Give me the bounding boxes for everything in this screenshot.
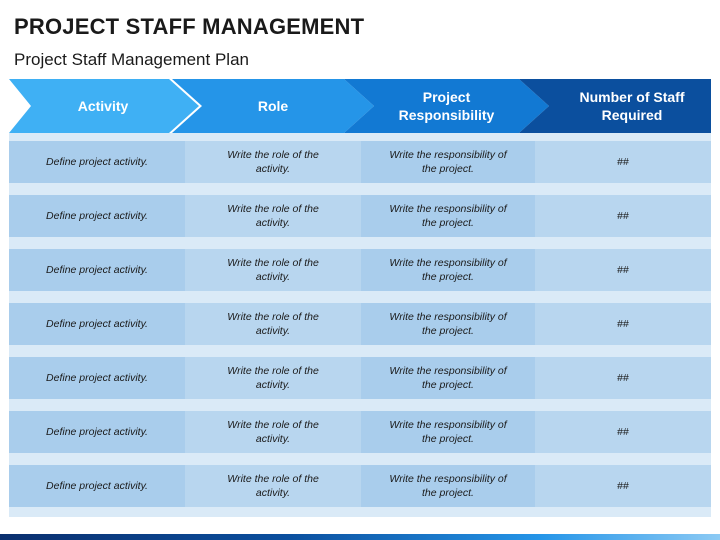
role-cell: Write the role of the activity.: [185, 411, 361, 453]
staff-count-cell: ##: [535, 249, 711, 291]
role-text: Write the role of the activity.: [227, 149, 319, 175]
responsibility-cell: Write the responsibility of the project.: [361, 303, 535, 345]
table-row: Define project activity. Write the role …: [9, 249, 711, 291]
activity-cell: Define project activity.: [9, 141, 185, 183]
staff-count-cell: ##: [535, 303, 711, 345]
activity-text: Define project activity.: [46, 426, 148, 438]
staff-count-text: ##: [617, 156, 629, 168]
table-row: Define project activity. Write the role …: [9, 195, 711, 237]
role-cell: Write the role of the activity.: [185, 249, 361, 291]
staff-count-cell: ##: [535, 195, 711, 237]
role-text: Write the role of the activity.: [227, 419, 319, 445]
page-title: PROJECT STAFF MANAGEMENT: [14, 14, 365, 39]
header-project-responsibility: Project Responsibility: [344, 79, 549, 133]
activity-text: Define project activity.: [46, 264, 148, 276]
activity-cell: Define project activity.: [9, 357, 185, 399]
responsibility-text: Write the responsibility of the project.: [389, 257, 507, 283]
responsibility-cell: Write the responsibility of the project.: [361, 141, 535, 183]
header-label: Project Responsibility: [398, 89, 495, 123]
activity-cell: Define project activity.: [9, 465, 185, 507]
role-text: Write the role of the activity.: [227, 311, 319, 337]
responsibility-cell: Write the responsibility of the project.: [361, 465, 535, 507]
responsibility-cell: Write the responsibility of the project.: [361, 249, 535, 291]
activity-text: Define project activity.: [46, 210, 148, 222]
role-text: Write the role of the activity.: [227, 473, 319, 499]
staff-count-text: ##: [617, 480, 629, 492]
activity-text: Define project activity.: [46, 372, 148, 384]
staff-count-cell: ##: [535, 141, 711, 183]
role-text: Write the role of the activity.: [227, 365, 319, 391]
table-row: Define project activity. Write the role …: [9, 141, 711, 183]
activity-text: Define project activity.: [46, 318, 148, 330]
staff-count-cell: ##: [535, 411, 711, 453]
responsibility-text: Write the responsibility of the project.: [389, 365, 507, 391]
staff-table: Define project activity. Write the role …: [9, 133, 711, 517]
role-cell: Write the role of the activity.: [185, 141, 361, 183]
header-activity: Activity: [9, 79, 199, 133]
staff-count-cell: ##: [535, 357, 711, 399]
responsibility-cell: Write the responsibility of the project.: [361, 411, 535, 453]
responsibility-text: Write the responsibility of the project.: [389, 203, 507, 229]
page-subtitle: Project Staff Management Plan: [14, 50, 249, 69]
staff-count-text: ##: [617, 264, 629, 276]
responsibility-text: Write the responsibility of the project.: [389, 311, 507, 337]
activity-cell: Define project activity.: [9, 411, 185, 453]
staff-count-text: ##: [617, 210, 629, 222]
table-row: Define project activity. Write the role …: [9, 303, 711, 345]
activity-text: Define project activity.: [46, 156, 148, 168]
header-role: Role: [172, 79, 374, 133]
activity-cell: Define project activity.: [9, 249, 185, 291]
role-cell: Write the role of the activity.: [185, 195, 361, 237]
header-label: Role: [257, 98, 289, 114]
role-cell: Write the role of the activity.: [185, 357, 361, 399]
role-cell: Write the role of the activity.: [185, 303, 361, 345]
role-text: Write the role of the activity.: [227, 203, 319, 229]
table-header: Activity Role Project Responsibility Num…: [0, 79, 720, 133]
staff-count-cell: ##: [535, 465, 711, 507]
responsibility-text: Write the responsibility of the project.: [389, 419, 507, 445]
header-label: Number of Staff Required: [579, 89, 685, 123]
header-label: Activity: [77, 98, 129, 114]
responsibility-cell: Write the responsibility of the project.: [361, 195, 535, 237]
responsibility-text: Write the responsibility of the project.: [389, 149, 507, 175]
role-cell: Write the role of the activity.: [185, 465, 361, 507]
role-text: Write the role of the activity.: [227, 257, 319, 283]
activity-text: Define project activity.: [46, 480, 148, 492]
footer-accent-bar: [0, 534, 720, 540]
staff-count-text: ##: [617, 318, 629, 330]
responsibility-cell: Write the responsibility of the project.: [361, 357, 535, 399]
activity-cell: Define project activity.: [9, 195, 185, 237]
table-row: Define project activity. Write the role …: [9, 465, 711, 507]
staff-count-text: ##: [617, 372, 629, 384]
header-number-of-staff: Number of Staff Required: [519, 79, 711, 133]
table-row: Define project activity. Write the role …: [9, 357, 711, 399]
table-row: Define project activity. Write the role …: [9, 411, 711, 453]
responsibility-text: Write the responsibility of the project.: [389, 473, 507, 499]
activity-cell: Define project activity.: [9, 303, 185, 345]
staff-count-text: ##: [617, 426, 629, 438]
